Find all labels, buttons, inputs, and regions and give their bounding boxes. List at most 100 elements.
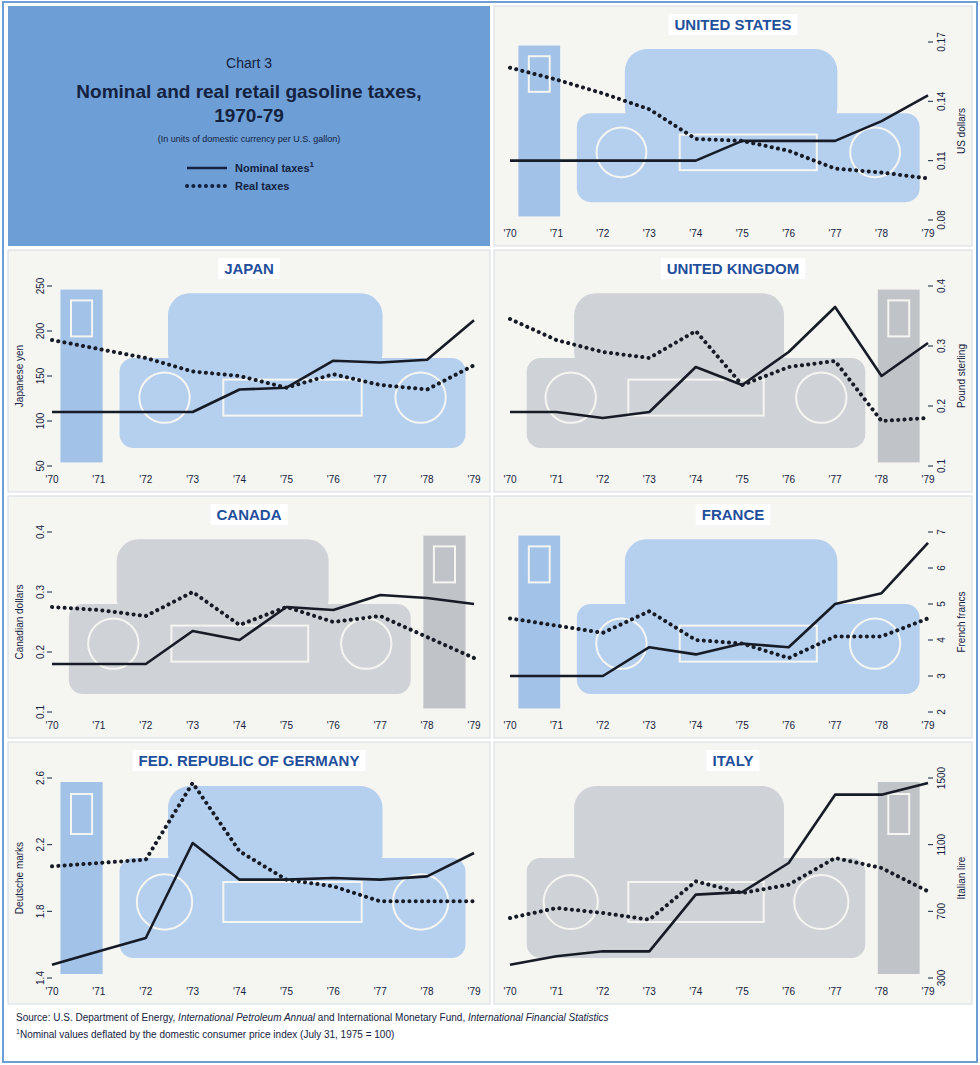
tick-label: '78: [875, 474, 888, 485]
car-illustration: [69, 604, 411, 694]
panel-title: CANADA: [217, 506, 282, 523]
tick-mark: [47, 532, 52, 533]
tick-label: 0.4: [936, 279, 947, 293]
pump-illustration: [518, 46, 560, 217]
tick-label: '74: [689, 720, 702, 731]
tick-mark: [928, 844, 933, 845]
axis-title: US dollars: [956, 108, 967, 154]
axis-title: Canadian dollars: [14, 584, 25, 659]
panel-title: ITALY: [713, 752, 754, 769]
title-patch: [707, 750, 760, 771]
plot-area: [510, 543, 928, 676]
pump-illustration: [888, 794, 909, 834]
tick-label: 2.2: [35, 837, 46, 851]
tick-mark: [928, 101, 933, 102]
tick-label: '77: [374, 474, 387, 485]
header-background: [8, 6, 490, 246]
tick-mark: [928, 676, 933, 677]
plot-area: [52, 320, 474, 412]
tick-mark: [47, 844, 52, 845]
tick-label: 50: [35, 460, 46, 472]
tick-label: '77: [829, 720, 842, 731]
car-illustration: [796, 372, 846, 422]
tick-label: 0.3: [936, 339, 947, 353]
tick-mark: [928, 640, 933, 641]
tick-label: '73: [643, 720, 656, 731]
panel-title: FRANCE: [702, 506, 765, 523]
real-taxes-line: [52, 592, 474, 658]
tick-label: '73: [643, 228, 656, 239]
real-taxes-line: [510, 611, 928, 658]
panel-background: [494, 496, 972, 738]
title-line: 1970-79: [214, 105, 284, 126]
tick-label: '71: [92, 986, 105, 997]
tick-label: '72: [139, 720, 152, 731]
plot-area: [510, 307, 928, 421]
tick-label: '72: [139, 986, 152, 997]
car-illustration: [120, 358, 466, 448]
tick-label: '76: [782, 720, 795, 731]
tick-label: '74: [689, 986, 702, 997]
car-illustration: [88, 618, 138, 668]
tick-label: '73: [643, 986, 656, 997]
tick-label: '72: [596, 986, 609, 997]
car-illustration: [544, 875, 598, 929]
tick-label: 5: [936, 601, 947, 607]
car-illustration: [577, 604, 920, 694]
tick-mark: [928, 911, 933, 912]
panel-title: FED. REPUBLIC OF GERMANY: [139, 752, 360, 769]
tick-label: '75: [280, 720, 293, 731]
nominal-taxes-line: [52, 320, 474, 412]
tick-label: 250: [35, 277, 46, 294]
tick-mark: [47, 652, 52, 653]
tick-label: '74: [689, 228, 702, 239]
axis-title: Pound sterling: [956, 344, 967, 408]
tick-label: '75: [280, 986, 293, 997]
tick-label: 200: [35, 322, 46, 339]
tick-label: '71: [550, 228, 563, 239]
tick-label: 0.2: [936, 399, 947, 413]
panel-title: UNITED KINGDOM: [667, 260, 800, 277]
tick-mark: [47, 286, 52, 287]
plot-area: [52, 592, 474, 664]
pump-illustration: [518, 536, 560, 709]
tick-mark: [928, 160, 933, 161]
tick-label: 300: [936, 969, 947, 986]
source-part: International Petroleum Annual: [178, 1012, 315, 1023]
car-illustration: [527, 358, 866, 448]
tick-label: '77: [829, 474, 842, 485]
tick-mark: [928, 568, 933, 569]
tick-label: '73: [186, 720, 199, 731]
tick-mark: [47, 911, 52, 912]
tick-label: '79: [921, 720, 934, 731]
tick-label: '77: [374, 986, 387, 997]
tick-label: 2: [936, 709, 947, 715]
tick-label: 0.1: [936, 459, 947, 473]
tick-label: '77: [374, 720, 387, 731]
car-illustration: [794, 875, 848, 929]
tick-label: 4: [936, 637, 947, 643]
tick-label: 1500: [936, 766, 947, 789]
tick-mark: [928, 406, 933, 407]
panel-background: [8, 742, 490, 1004]
nominal-taxes-line: [510, 783, 928, 965]
tick-label: 1.8: [35, 904, 46, 918]
nominal-taxes-line: [510, 307, 928, 418]
car-illustration: [139, 372, 189, 422]
tick-label: '74: [233, 986, 246, 997]
source-part: and International Monetary Fund,: [315, 1012, 468, 1023]
footnote-text: Nominal values deflated by the domestic …: [20, 1029, 394, 1040]
panel: UNITED STATES0.080.110.140.17US dollars'…: [494, 6, 972, 246]
panel-background: [494, 250, 972, 492]
footer: Source: U.S. Department of Energy, Inter…: [16, 1011, 964, 1042]
tick-mark: [928, 220, 933, 221]
chart-canvas: Chart 3Nominal and real retail gasoline …: [0, 0, 980, 1065]
tick-label: '73: [643, 474, 656, 485]
panel-title: JAPAN: [224, 260, 274, 277]
tick-label: 0.3: [35, 585, 46, 599]
source-note: Source: U.S. Department of Energy, Inter…: [16, 1011, 964, 1025]
title-patch: [661, 258, 806, 279]
pump-illustration: [71, 300, 92, 336]
tick-mark: [47, 712, 52, 713]
panel-background: [8, 250, 490, 492]
